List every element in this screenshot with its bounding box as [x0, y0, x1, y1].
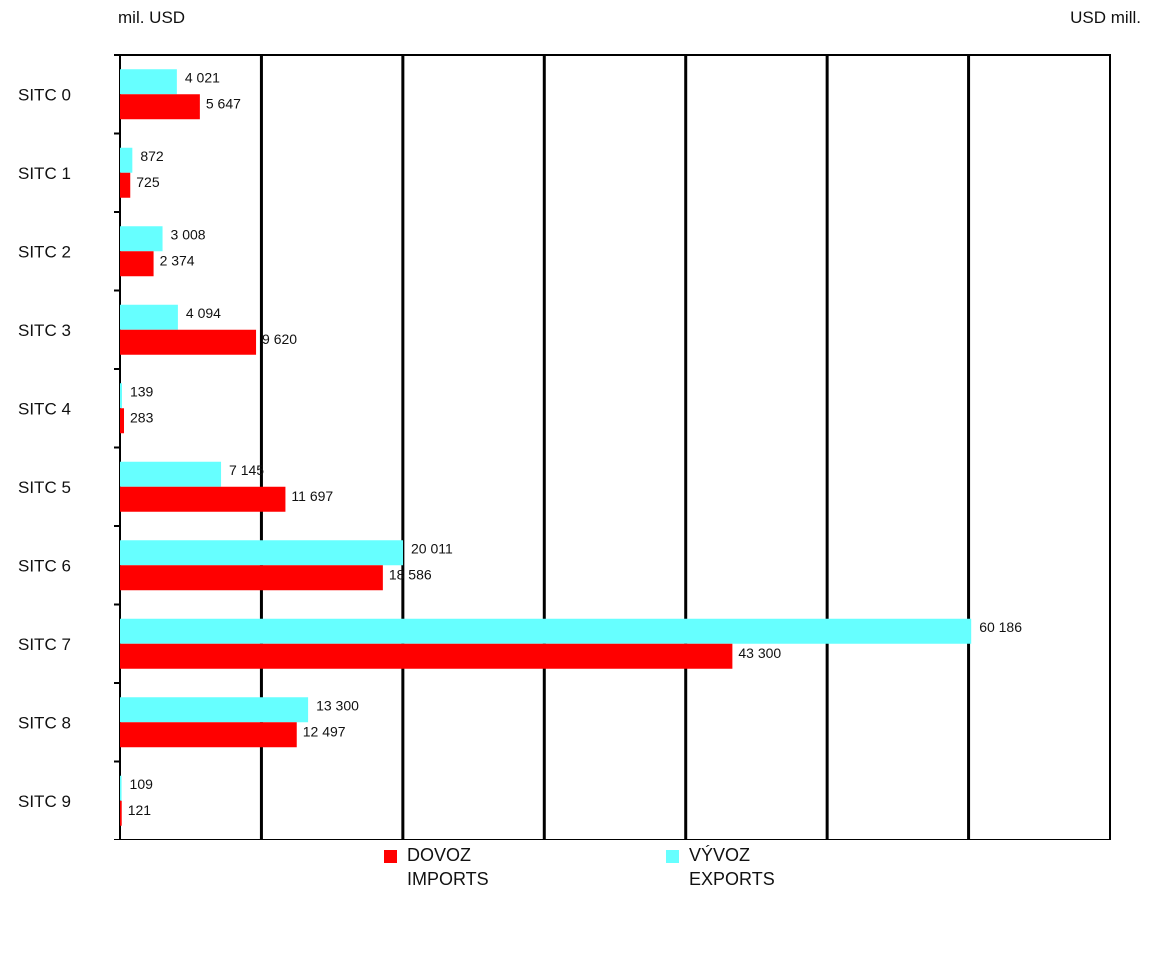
- y-category-label: SITC 5: [18, 478, 71, 497]
- data-label-exports: 4 021: [185, 69, 220, 85]
- data-label-imports: 11 697: [291, 488, 333, 504]
- data-label-imports: 121: [128, 802, 152, 818]
- legend-label-exports-cz: VÝVOZ: [689, 845, 751, 865]
- legend-label-exports-en: EXPORTS: [689, 869, 775, 889]
- bar-imports: [120, 329, 257, 355]
- bar-imports: [120, 408, 125, 434]
- bar-exports: [120, 383, 122, 409]
- data-label-imports: 283: [130, 409, 154, 425]
- data-label-exports: 872: [140, 148, 164, 164]
- legend-item-exports: VÝVOZ EXPORTS: [666, 843, 775, 891]
- data-label-imports: 2 374: [160, 252, 195, 268]
- bar-exports: [120, 697, 309, 723]
- y-category-label: SITC 6: [18, 556, 71, 575]
- data-label-exports: 3 008: [171, 226, 206, 242]
- unit-label-right: USD mill.: [1070, 8, 1141, 27]
- y-category-label: SITC 3: [18, 321, 71, 340]
- bar-imports: [120, 722, 297, 748]
- bar-exports: [120, 618, 972, 644]
- data-label-exports: 13 300: [316, 697, 359, 713]
- data-label-imports: 18 586: [389, 566, 432, 582]
- legend-label-imports: DOVOZ IMPORTS: [407, 843, 489, 891]
- bar-exports: [120, 304, 178, 330]
- legend-label-imports-en: IMPORTS: [407, 869, 489, 889]
- bar-imports: [120, 800, 122, 826]
- y-category-label: SITC 9: [18, 792, 71, 811]
- bar-exports: [120, 540, 404, 566]
- bar-imports: [120, 643, 733, 669]
- y-category-label: SITC 1: [18, 164, 71, 183]
- legend-item-imports: DOVOZ IMPORTS: [384, 843, 489, 891]
- data-label-exports: 7 145: [229, 462, 264, 478]
- data-label-imports: 9 620: [262, 331, 297, 347]
- bar-exports: [120, 147, 133, 173]
- bar-imports: [120, 94, 200, 120]
- legend-swatch-imports: [384, 850, 397, 863]
- bar-exports: [120, 226, 163, 252]
- bar-imports: [120, 251, 154, 277]
- data-label-exports: 109: [130, 776, 154, 792]
- bar-exports: [120, 775, 122, 801]
- bar-imports: [120, 486, 286, 512]
- data-label-imports: 725: [136, 174, 160, 190]
- data-label-exports: 139: [130, 383, 154, 399]
- legend-swatch-exports: [666, 850, 679, 863]
- bar-imports: [120, 172, 131, 198]
- legend-label-exports: VÝVOZ EXPORTS: [689, 843, 775, 891]
- bar-chart: 010 00020 00030 00040 00050 00060 00070 …: [18, 54, 1111, 840]
- data-label-imports: 5 647: [206, 95, 241, 111]
- legend-label-imports-cz: DOVOZ: [407, 845, 472, 865]
- y-category-label: SITC 4: [18, 399, 71, 418]
- data-label-exports: 4 094: [186, 305, 221, 321]
- data-label-exports: 60 186: [979, 619, 1022, 635]
- y-category-label: SITC 0: [18, 85, 71, 104]
- data-label-imports: 43 300: [738, 645, 781, 661]
- data-label-exports: 20 011: [411, 540, 453, 556]
- data-label-imports: 12 497: [303, 723, 346, 739]
- y-category-label: SITC 2: [18, 242, 71, 261]
- y-category-label: SITC 8: [18, 713, 71, 732]
- unit-label-left: mil. USD: [118, 8, 186, 27]
- bar-exports: [120, 69, 177, 95]
- y-category-label: SITC 7: [18, 635, 71, 654]
- bar-exports: [120, 461, 222, 487]
- bar-imports: [120, 565, 383, 591]
